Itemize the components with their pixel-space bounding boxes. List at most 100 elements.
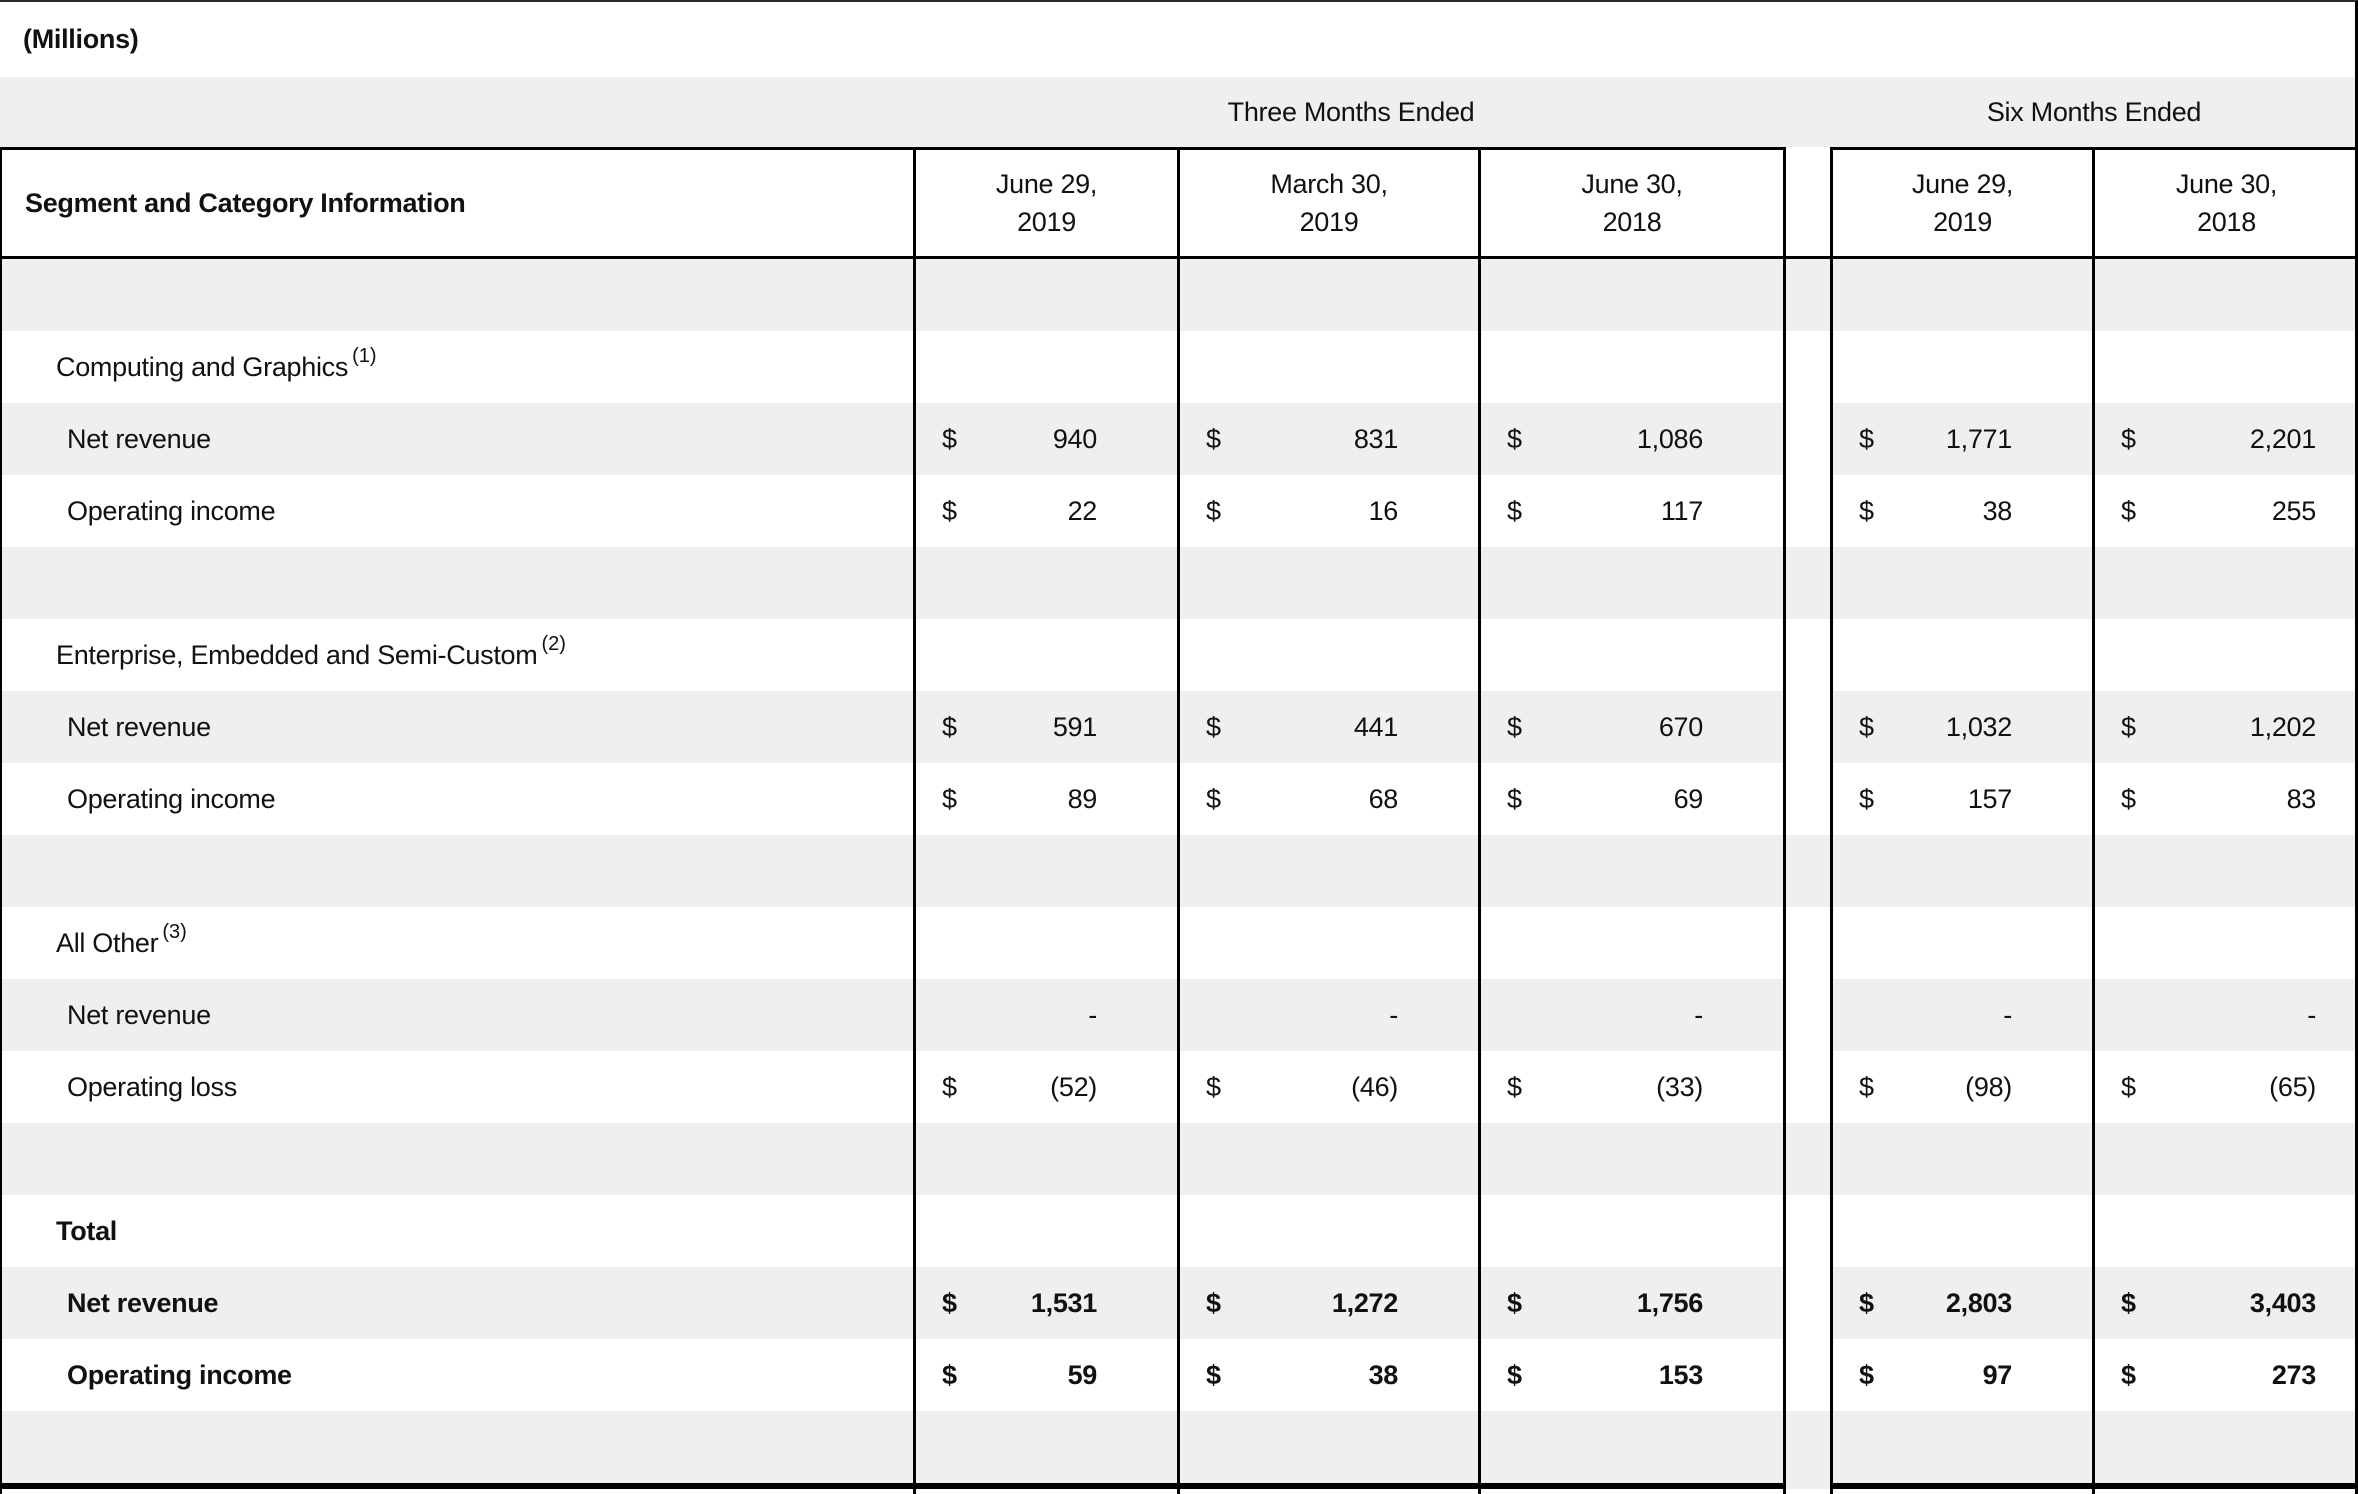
currency-symbol: $ [942,783,957,814]
currency-symbol: $ [1859,423,1874,454]
value-cell [916,1411,1177,1489]
row-label-cell: Total [0,1195,916,1267]
row-label-cell: Enterprise, Embedded and Semi-Custom (2) [0,619,916,691]
cell-value: - [1694,999,1703,1030]
three-months-ended-label: Three Months Ended [1227,96,1475,127]
row-label-cell: Operating income [0,475,916,547]
row-label-cell: Operating income [0,1339,916,1411]
column-header-line1: June 29, [1911,169,2014,199]
cell-value: 441 [1353,711,1398,742]
table-title-cell: Segment and Category Information [0,147,916,259]
currency-symbol: $ [1206,783,1221,814]
row-label-cell: Operating income [0,763,916,835]
value-cell: $2,201 [2092,403,2355,475]
cell-value: 1,202 [2249,711,2316,742]
cell-value: 153 [1658,1359,1703,1390]
value-cell [2092,835,2355,907]
currency-symbol: $ [2121,423,2136,454]
cell-value: 1,756 [1636,1287,1703,1318]
units-row: (Millions) [0,2,2355,77]
column-header-line1: June 29, [995,169,1098,199]
row-label: Net revenue [67,999,211,1030]
column-header-mar30-2019-q: March 30, 2019 [1177,147,1478,259]
row-label-cell: Net revenue [0,691,916,763]
cell-value: 97 [1982,1359,2013,1390]
footnote-marker: (2) [541,632,566,655]
row-label: Operating income [67,495,276,526]
currency-symbol: $ [1206,1287,1221,1318]
value-cell: $22 [916,475,1177,547]
value-cell: $1,202 [2092,691,2355,763]
currency-symbol: $ [1507,423,1522,454]
cell-value: 68 [1368,783,1399,814]
currency-symbol: $ [1507,783,1522,814]
row-label: Operating loss [67,1071,237,1102]
cell-value: 273 [2271,1359,2316,1390]
currency-symbol: $ [1859,495,1874,526]
cell-value: (46) [1351,1071,1398,1102]
value-cell [1478,907,1786,979]
value-cell [1177,1123,1478,1195]
currency-symbol: $ [2121,495,2136,526]
column-header-line2: 2019 [1933,207,1992,237]
spacer-cell [1786,619,1830,691]
spacer-cell [1786,907,1830,979]
table-row: Net revenue $940 $831 $1,086 $1,771 $2,201 [0,403,2355,475]
value-cell [916,547,1177,619]
cell-value: 117 [1660,495,1703,526]
value-cell [1830,619,2092,691]
table-row: Net revenue $1,531 $1,272 $1,756 $2,803 $3,40… [0,1267,2355,1339]
table-row: Operating income $89 $68 $69 $157 $83 [0,763,2355,835]
value-cell: $ (65) [2092,1051,2355,1123]
cell-value: 1,531 [1030,1287,1097,1318]
value-cell [1478,331,1786,403]
value-cell [1177,1195,1478,1267]
value-cell [1177,331,1478,403]
value-cell: $89 [916,763,1177,835]
currency-symbol: $ [942,1071,957,1102]
value-cell: $670 [1478,691,1786,763]
value-cell: $ (46) [1177,1051,1478,1123]
value-cell [2092,547,2355,619]
spacer-cell [1786,691,1830,763]
value-cell: $38 [1177,1339,1478,1411]
cell-value: 1,032 [1945,711,2012,742]
row-label-cell [0,547,916,619]
currency-symbol: $ [1859,783,1874,814]
value-cell [1478,1195,1786,1267]
spacer-cell [1786,1123,1830,1195]
cell-value: 22 [1067,495,1098,526]
value-cell [1830,1123,2092,1195]
value-cell: $38 [1830,475,2092,547]
value-cell [1177,619,1478,691]
spacer-cell [1786,475,1830,547]
column-header-line1: June 30, [2175,169,2278,199]
units-label: (Millions) [23,24,139,54]
currency-symbol: $ [2121,1071,2136,1102]
spacer-cell [1786,1195,1830,1267]
section-name: Enterprise, Embedded and Semi-Custom [56,639,538,670]
currency-symbol: $ [2121,711,2136,742]
value-cell [916,331,1177,403]
value-cell: $273 [2092,1339,2355,1411]
value-cell: $68 [1177,763,1478,835]
row-label-cell [0,259,916,331]
value-cell [1177,907,1478,979]
cell-value: (52) [1050,1071,1097,1102]
value-cell: $831 [1177,403,1478,475]
currency-symbol: $ [942,711,957,742]
value-cell: $153 [1478,1339,1786,1411]
cell-value: 2,803 [1945,1287,2012,1318]
table-row: Net revenue - - - - - [0,979,2355,1051]
section-title-row: Total [0,1195,2355,1267]
currency-symbol: $ [2121,783,2136,814]
table-body: Computing and Graphics (1) Net revenue $940… [0,259,2355,1494]
cell-value: - [2003,999,2012,1030]
six-months-ended-label: Six Months Ended [1986,96,2202,127]
cell-value: 591 [1052,711,1097,742]
footnote-marker: (3) [162,920,187,943]
currency-symbol: $ [1859,1359,1874,1390]
value-cell: $ (33) [1478,1051,1786,1123]
value-cell [2092,259,2355,331]
